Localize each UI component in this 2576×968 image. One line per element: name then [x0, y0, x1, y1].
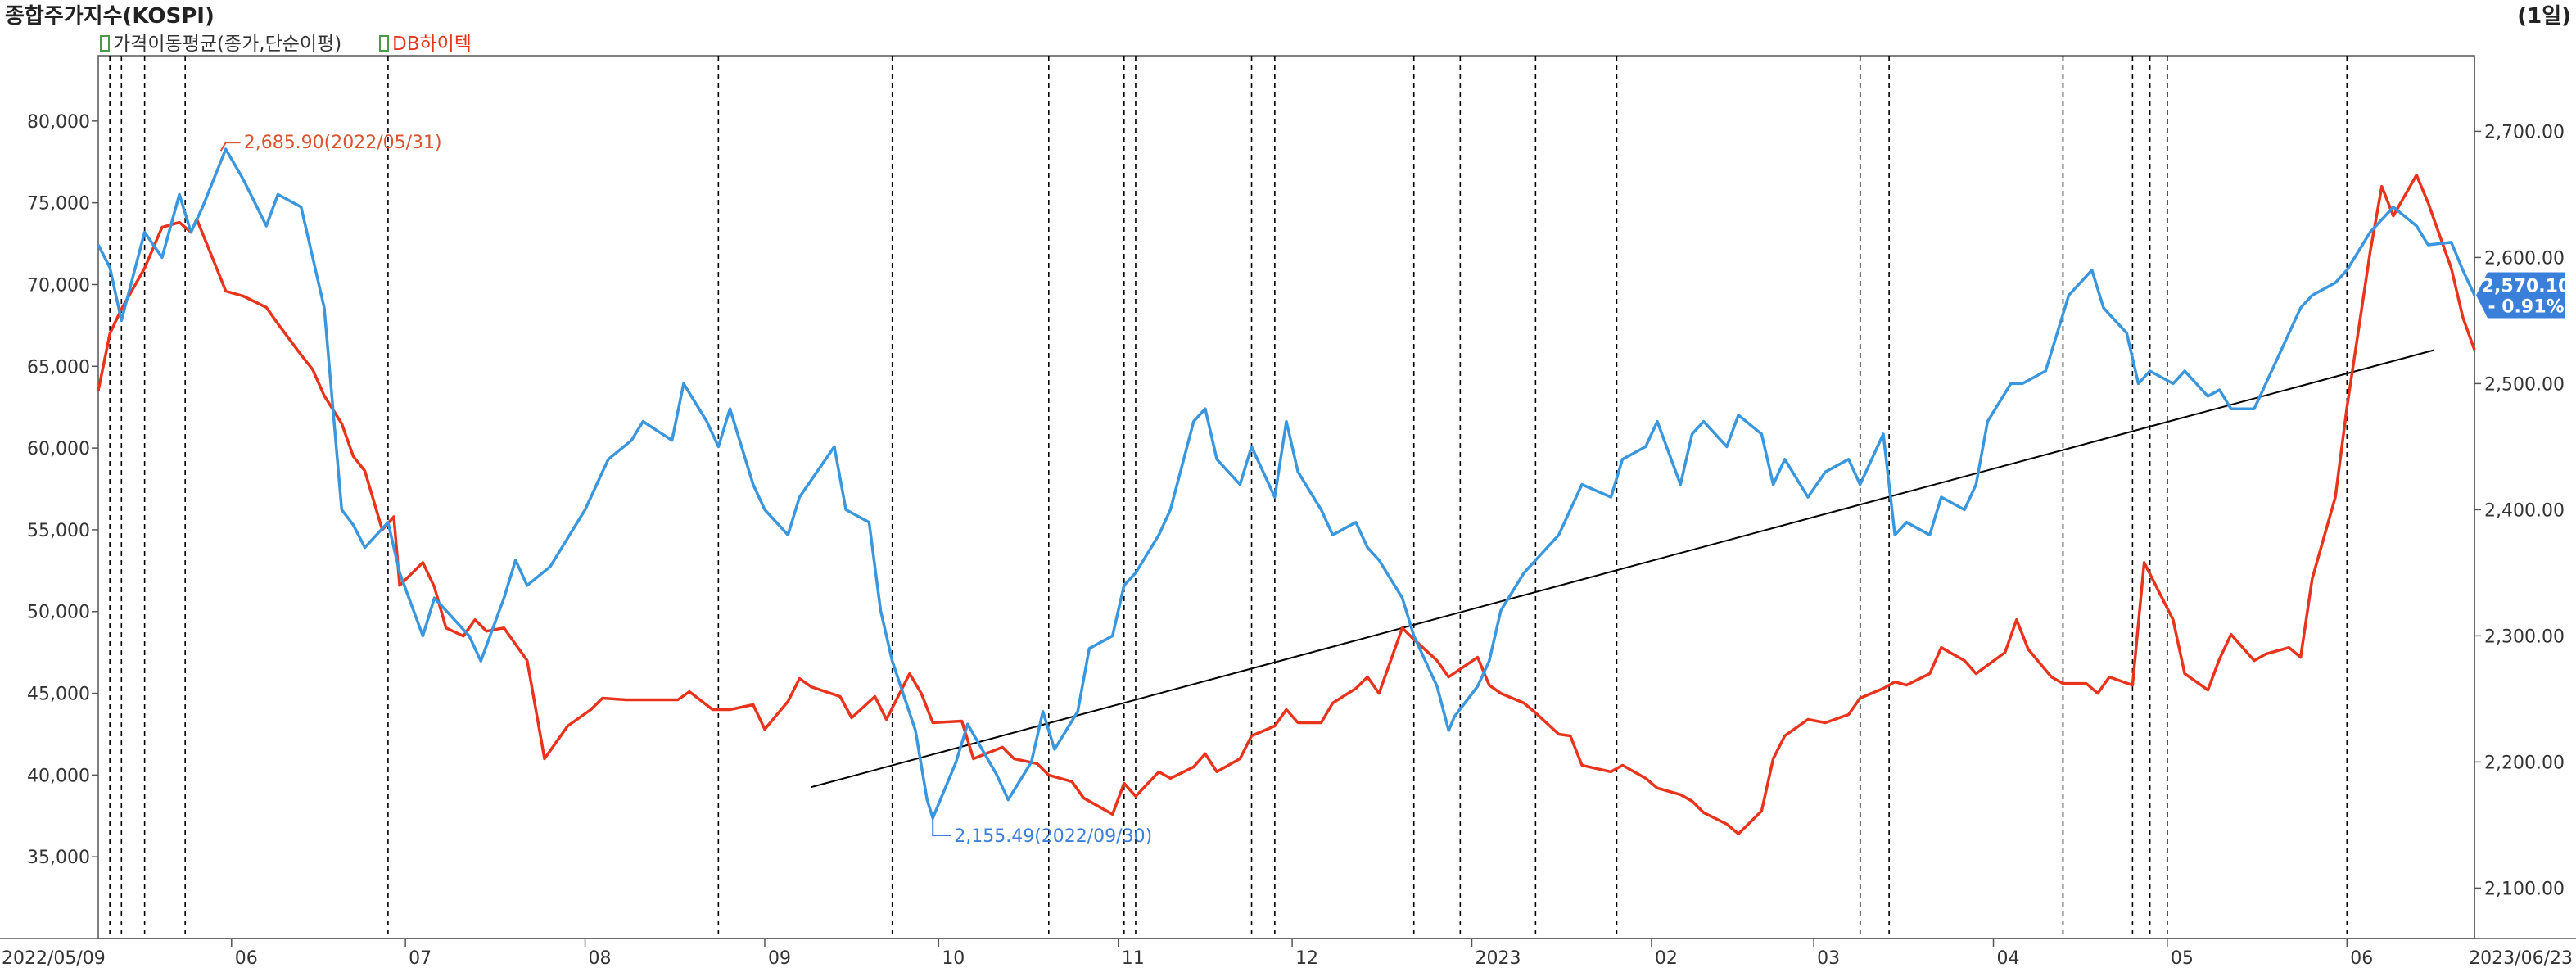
- high-annotation: 2,685.90(2022/05/31): [219, 133, 442, 153]
- low-leader-line: [932, 814, 951, 836]
- x-tick-label: 02: [1655, 948, 1678, 968]
- x-tick-label: 05: [2171, 948, 2194, 968]
- x-tick-label: 06: [235, 948, 258, 968]
- x-tick-label: 04: [1997, 948, 2020, 968]
- x-tick-label: 03: [1817, 948, 1840, 968]
- high-leader-line: [219, 142, 241, 152]
- legend-swatch-ma: [100, 35, 110, 52]
- right-tick-label: 2,500.00: [2484, 374, 2565, 395]
- x-tick-label: 07: [409, 948, 432, 968]
- left-tick-label: 70,000: [27, 275, 90, 296]
- left-tick-label: 60,000: [27, 439, 90, 459]
- right-tick-label: 2,600.00: [2484, 248, 2565, 269]
- last-value-badge: 2,570.10 - 0.91%: [2476, 272, 2571, 319]
- badge-value: 2,570.10: [2482, 276, 2571, 296]
- left-tick-label: 40,000: [27, 766, 90, 786]
- x-tick-label: 08: [589, 948, 612, 968]
- legend-swatch-stock: [379, 35, 389, 52]
- left-tick-label: 50,000: [27, 603, 90, 623]
- legend-item-ma: 가격이동평균(종가,단순이평): [113, 34, 341, 55]
- x-tick-label: 09: [768, 948, 791, 968]
- left-tick-label: 75,000: [27, 194, 90, 215]
- x-tick-label: 11: [1122, 948, 1145, 968]
- low-label: 2,155.49(2022/09/30): [954, 826, 1152, 847]
- trend-line: [811, 349, 2434, 789]
- badge-change: - 0.91%: [2488, 296, 2564, 317]
- low-annotation: 2,155.49(2022/09/30): [932, 814, 1152, 847]
- right-axis: 2,700.00 2,600.00 2,500.00 2,400.00 2,300.00…: [2474, 122, 2565, 899]
- left-tick-label: 45,000: [27, 685, 90, 705]
- x-tick-label: 2023: [1475, 948, 1521, 968]
- x-tick-label: 12: [1295, 948, 1318, 968]
- series-line-kospi: [97, 147, 2476, 820]
- left-tick-label: 55,000: [27, 521, 90, 541]
- x-tick-label: 06: [2350, 948, 2373, 968]
- x-tick-label: 2022/05/09: [2, 948, 106, 968]
- x-tick-label: 2023/06/23: [2469, 948, 2573, 968]
- series-line-db-hitek: [97, 173, 2476, 835]
- high-label: 2,685.90(2022/05/31): [244, 133, 442, 153]
- badge-shape: [2476, 272, 2565, 319]
- left-axis: 80,000 75,000 70,000 65,000 60,000 55,000 50,0…: [27, 112, 98, 868]
- x-axis: 2022/05/09 06 07 08 09 10 11 12 2023 02 03 04 05 06 20…: [2, 939, 2573, 968]
- right-tick-label: 2,700.00: [2484, 122, 2565, 142]
- chart-title: 종합주가지수(KOSPI): [5, 4, 215, 29]
- right-tick-label: 2,300.00: [2484, 626, 2565, 647]
- left-tick-label: 80,000: [27, 112, 90, 133]
- x-tick-label: 10: [942, 948, 965, 968]
- left-tick-label: 35,000: [27, 848, 90, 868]
- plot-area[interactable]: [97, 55, 2475, 939]
- legend-item-stock: DB하이텍: [392, 34, 472, 55]
- right-tick-label: 2,400.00: [2484, 500, 2565, 521]
- right-tick-label: 2,100.00: [2484, 879, 2565, 899]
- right-tick-label: 2,200.00: [2484, 753, 2565, 773]
- period-label[interactable]: (1일): [2517, 4, 2571, 29]
- left-tick-label: 65,000: [27, 357, 90, 378]
